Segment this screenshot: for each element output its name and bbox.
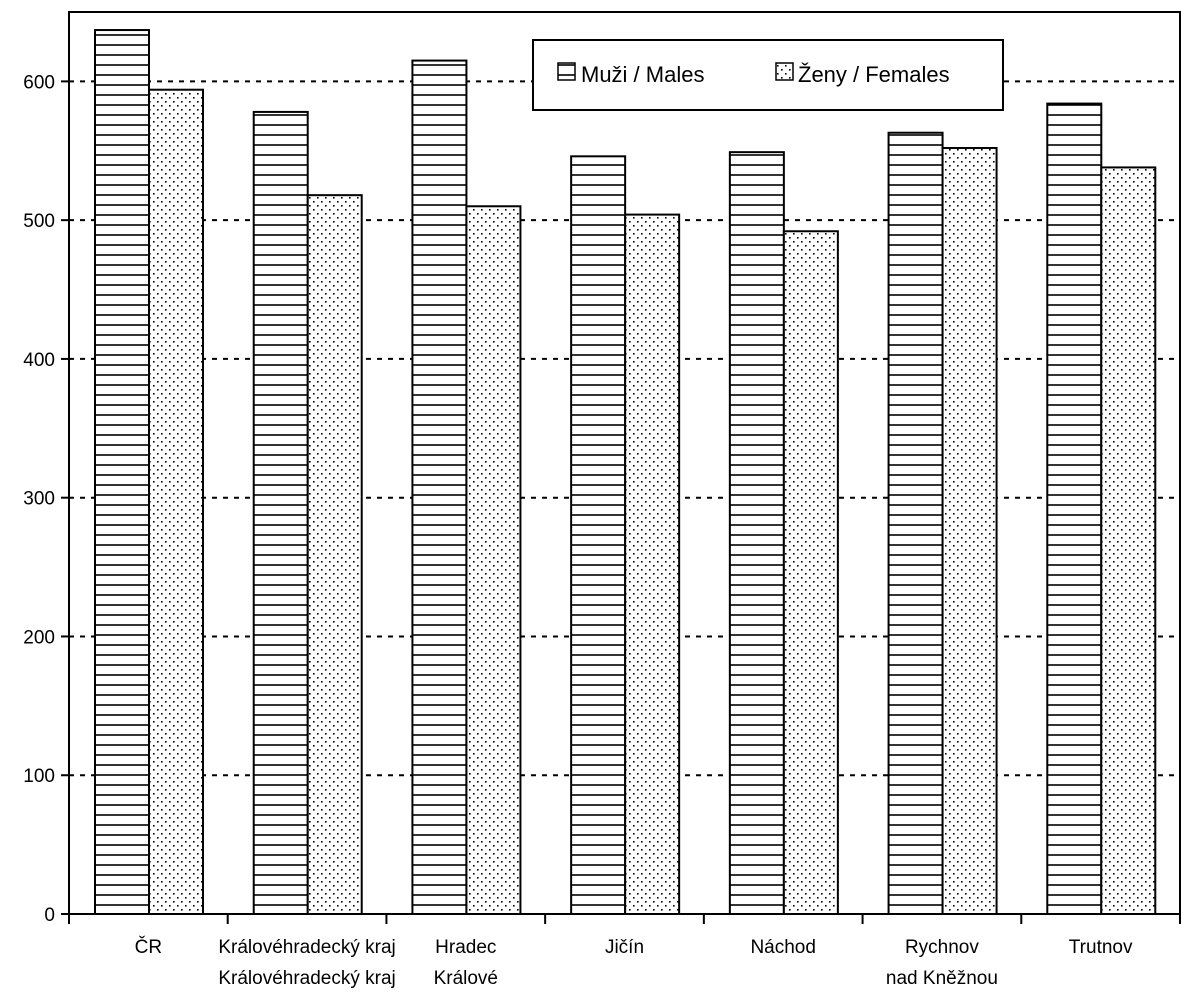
- x-category-label-2-0: Hradec: [435, 937, 496, 958]
- bar-females-6: [1100, 166, 1157, 916]
- legend-box: [532, 39, 1004, 111]
- bar-males-4: [728, 151, 785, 915]
- bar-males-1: [252, 110, 309, 916]
- bar-females-0: [148, 88, 204, 916]
- legend-label-females: Ženy / Females: [798, 62, 950, 87]
- x-category-label-1-0: Královéhradecký kraj: [218, 937, 395, 958]
- y-tick-label-0: 0: [44, 905, 55, 926]
- x-category-label-0-0: ČR: [135, 936, 162, 958]
- bar-males-5: [887, 131, 944, 915]
- y-tick-label-5: 500: [23, 211, 55, 232]
- y-tick-label-1: 100: [23, 766, 55, 787]
- x-category-label-2-1: Králové: [434, 968, 498, 989]
- legend-swatch-females: [775, 62, 794, 81]
- x-category-label-1-1: Královéhradecký kraj: [218, 968, 395, 989]
- y-tick-label-6: 600: [23, 72, 55, 93]
- bar-females-1: [306, 194, 363, 915]
- legend-label-males: Muži / Males: [581, 62, 704, 87]
- legend: Muži / Males Ženy / Females: [532, 39, 1004, 111]
- x-category-label-5-1: nad Kněžnou: [886, 968, 998, 989]
- plot-frame: [68, 11, 1181, 915]
- bar-females-3: [624, 213, 681, 915]
- x-category-label-3-0: Jičín: [605, 937, 644, 958]
- bar-males-3: [570, 155, 627, 915]
- bar-females-5: [941, 146, 998, 916]
- y-tick-label-2: 200: [23, 627, 55, 648]
- y-tick-label-3: 300: [23, 489, 55, 510]
- axis-layer: 0 100 200 300 400 500 600 ČR Královéhradecký kra…: [23, 72, 1181, 989]
- bar-males-2: [411, 59, 468, 916]
- x-category-label-5-0: Rychnov: [905, 937, 979, 958]
- bar-females-2: [465, 205, 522, 915]
- legend-swatch-males: [557, 62, 576, 81]
- bars-layer: [94, 29, 1157, 916]
- bar-females-4: [782, 230, 839, 916]
- y-tick-label-4: 400: [23, 350, 55, 371]
- x-category-label-4-0: Náchod: [750, 937, 816, 958]
- bar-males-0: [94, 29, 150, 916]
- x-category-label-6-0: Trutnov: [1069, 937, 1133, 958]
- bar-males-6: [1046, 102, 1103, 915]
